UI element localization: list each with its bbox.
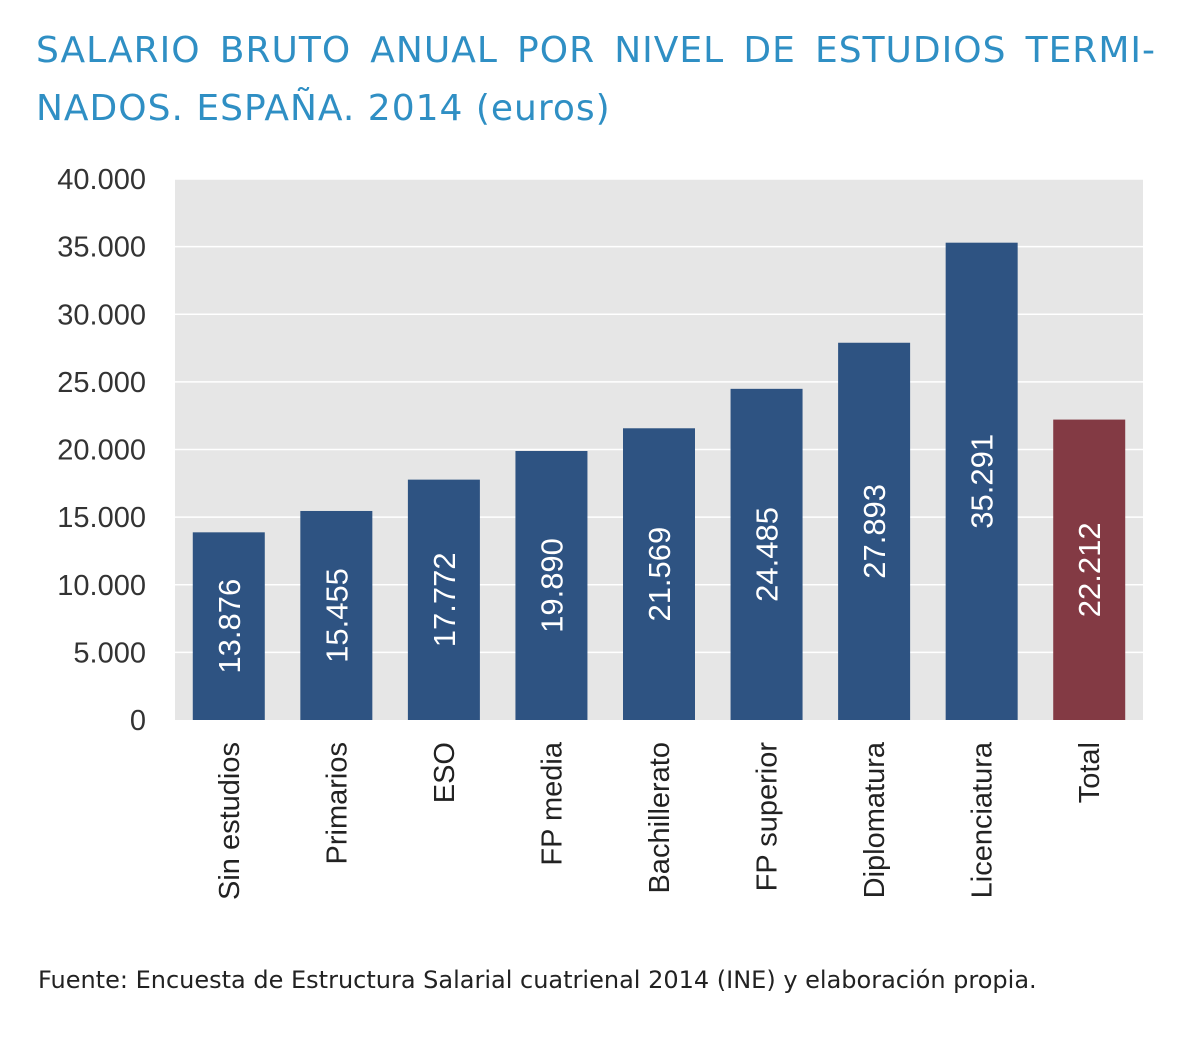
bar	[1053, 419, 1126, 720]
bar-value-label: 27.893	[857, 484, 892, 579]
category-label: Bachillerato	[644, 742, 676, 894]
category-label: Primarios	[321, 742, 353, 864]
category-label: Sin estudios	[214, 742, 246, 900]
bar	[945, 242, 1018, 721]
bar-value-label: 22.212	[1072, 522, 1107, 617]
category-label: FP superior	[752, 742, 784, 892]
bar-value-label: 15.455	[319, 568, 354, 663]
bar-value-label: 35.291	[965, 434, 1000, 529]
y-tick-label: 25.000	[57, 367, 146, 399]
bar	[515, 450, 588, 720]
y-tick-label: 35.000	[57, 232, 146, 264]
category-label: FP media	[536, 741, 568, 865]
chart-title: SALARIO BRUTO ANUAL POR NIVEL DE ESTUDIO…	[36, 30, 1156, 129]
bar-value-label: 19.890	[534, 538, 569, 633]
y-tick-label: 0	[130, 705, 146, 737]
bar-chart: 0 5.000 10.000 15.000 20.000 25.000 30.000 35.0…	[57, 164, 1143, 900]
y-tick-label: 5.000	[73, 637, 146, 669]
bar-value-label: 24.485	[750, 507, 785, 602]
bar	[300, 510, 373, 720]
bar	[623, 428, 695, 720]
y-tick-label: 15.000	[57, 502, 146, 534]
y-tick-label: 10.000	[57, 570, 146, 602]
bar	[407, 479, 480, 720]
bar-value-label: 13.876	[212, 579, 247, 674]
bar	[730, 388, 803, 720]
bar	[838, 342, 911, 720]
category-label: Diplomatura	[859, 741, 891, 898]
y-tick-label: 20.000	[57, 435, 146, 467]
y-tick-label: 40.000	[57, 164, 146, 196]
bar-value-label: 21.569	[642, 527, 677, 622]
source-note: Fuente: Encuesta de Estructura Salarial …	[38, 966, 1037, 994]
category-label: Total	[1074, 742, 1106, 803]
category-label: ESO	[429, 742, 461, 803]
bar	[192, 532, 265, 720]
bar-value-label: 17.772	[427, 552, 462, 647]
category-label: Licenciatura	[967, 741, 999, 898]
y-tick-label: 30.000	[57, 299, 146, 331]
